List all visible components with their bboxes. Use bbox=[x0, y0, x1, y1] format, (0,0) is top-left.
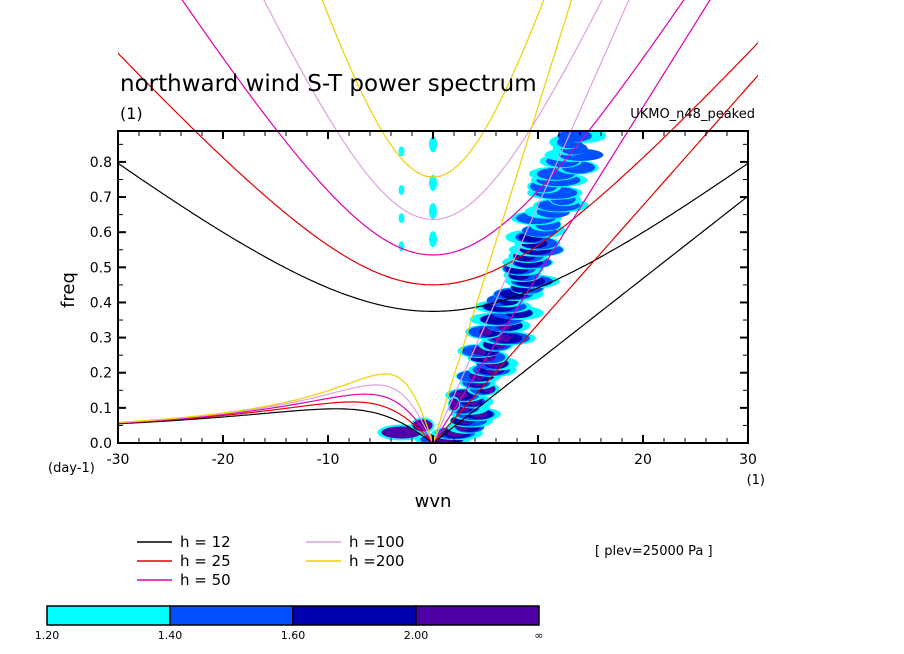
legend-label: h =200 bbox=[349, 552, 404, 570]
power-contour bbox=[398, 146, 405, 157]
er-curve bbox=[118, 408, 434, 443]
curve-extension bbox=[181, 0, 685, 131]
colorbar-segment bbox=[169, 605, 294, 626]
y-tick-label: 0.8 bbox=[90, 155, 112, 171]
ig-curve bbox=[118, 162, 748, 312]
power-contour bbox=[557, 131, 592, 142]
colorbar-segment bbox=[46, 605, 171, 626]
curve-extension bbox=[708, 74, 758, 131]
legend-label: h =100 bbox=[349, 533, 404, 551]
legend-label: h = 12 bbox=[180, 533, 231, 551]
chart-title: northward wind S-T power spectrum bbox=[120, 71, 537, 97]
x-tick-label: 0 bbox=[429, 452, 438, 468]
x-axis-label: wvn bbox=[415, 491, 452, 512]
colorbar-label: 1.40 bbox=[158, 629, 183, 642]
kelvin-curve bbox=[432, 131, 572, 443]
colorbar-label: 2.00 bbox=[404, 629, 429, 642]
y-tick-label: 0.6 bbox=[90, 225, 112, 241]
ig-curve bbox=[276, 131, 590, 256]
er-curve bbox=[118, 373, 434, 443]
y-tick-label: 0.3 bbox=[90, 331, 112, 347]
power-contours bbox=[377, 131, 607, 443]
power-contour bbox=[429, 231, 437, 248]
x-tick-label: -30 bbox=[107, 452, 130, 468]
kelvin-curve bbox=[432, 131, 629, 443]
y-tick-label: 0.1 bbox=[90, 401, 112, 417]
power-contour bbox=[398, 213, 405, 224]
legend-label: h = 50 bbox=[180, 571, 231, 589]
x-tick-label: 30 bbox=[739, 452, 757, 468]
er-curve bbox=[118, 393, 434, 443]
x-tick-label: 10 bbox=[529, 452, 547, 468]
power-contour bbox=[398, 185, 405, 196]
y-tick-label: 0.7 bbox=[90, 190, 112, 206]
colorbar-label: 1.60 bbox=[281, 629, 306, 642]
ig-curve bbox=[381, 131, 485, 178]
y-tick-label: 0.0 bbox=[90, 436, 112, 452]
power-contour bbox=[429, 175, 437, 191]
dataset-label: UKMO_n48_peaked bbox=[630, 107, 755, 122]
kelvin-curve bbox=[432, 131, 710, 443]
ig-curve bbox=[336, 131, 530, 221]
x-tick-label: -20 bbox=[212, 452, 235, 468]
axis-ticks: -30 -20 -10 0 10 20 30 0.0 0.1 0.2 0.3 0.4 0.5 0.6 0.7… bbox=[90, 131, 757, 468]
power-contour bbox=[429, 136, 437, 153]
kelvin-curve bbox=[432, 195, 748, 443]
colorbar: 1.20 1.40 1.60 2.00 ∞ bbox=[35, 605, 544, 642]
colorbar-label: 1.20 bbox=[35, 629, 60, 642]
x-tick-label: 20 bbox=[634, 452, 652, 468]
y-axis-label: freq bbox=[58, 272, 79, 308]
plev-annotation: [ plev=25000 Pa ] bbox=[595, 544, 713, 559]
y-tick-label: 0.5 bbox=[90, 260, 112, 276]
y-tick-label: 0.2 bbox=[90, 366, 112, 382]
colorbar-segment bbox=[292, 605, 417, 626]
colorbar-segment bbox=[415, 605, 540, 626]
colorbar-label: ∞ bbox=[534, 629, 543, 642]
ig-curve bbox=[194, 131, 672, 286]
y-axis-units: (day-1) bbox=[48, 461, 95, 476]
legend-label: h = 25 bbox=[180, 552, 231, 570]
x-tick-label: -10 bbox=[317, 452, 340, 468]
curve-extension bbox=[570, 0, 630, 131]
y-tick-label: 0.4 bbox=[90, 295, 112, 311]
dispersion-curves bbox=[118, 131, 748, 443]
power-contour bbox=[429, 203, 437, 220]
subtitle-units: (1) bbox=[120, 104, 143, 123]
power-contour bbox=[381, 426, 422, 439]
x-axis-units: (1) bbox=[747, 473, 765, 488]
kelvin-curve bbox=[432, 131, 532, 443]
